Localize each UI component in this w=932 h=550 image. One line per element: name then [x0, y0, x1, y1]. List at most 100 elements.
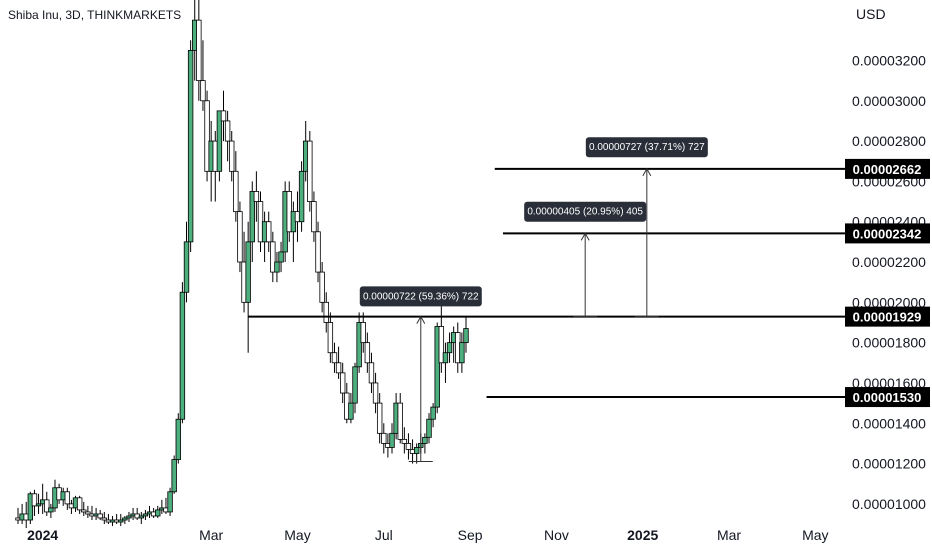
x-tick-label: Mar [199, 527, 223, 543]
measure-note [359, 286, 482, 307]
candle-body [35, 503, 42, 507]
candle-body [253, 191, 260, 202]
candle-body [31, 493, 38, 507]
candle-body [413, 447, 420, 454]
candle-body [101, 517, 108, 521]
candle-body [270, 241, 276, 273]
candle-body [405, 443, 412, 450]
candle-body [229, 140, 235, 172]
candle-body [245, 241, 251, 303]
candle-body [48, 507, 54, 513]
candle-body [430, 406, 436, 420]
measure-note [585, 137, 708, 158]
candle-body [64, 491, 71, 505]
candle-body [397, 402, 403, 440]
candle-body [118, 519, 124, 523]
candle-body [85, 511, 91, 515]
y-tick-label: 0.00001000 [852, 496, 926, 512]
candle-body [446, 342, 453, 354]
candle-body [175, 418, 181, 460]
candle-body [323, 301, 329, 323]
level-badge-label: 0.00002662 [853, 162, 922, 177]
y-tick-label: 0.00003000 [852, 93, 926, 109]
candle-body [44, 499, 50, 513]
measurements: 0.00000722 (59.36%) 722 0.00000405 (20.95… [359, 137, 708, 463]
measure-arrowhead [580, 232, 590, 241]
candle-body [364, 342, 371, 364]
measure-note-label: 0.00000405 (20.95%) 405 [527, 207, 643, 218]
candle-body [196, 19, 202, 82]
candles [15, 0, 469, 529]
candle-body [434, 326, 440, 408]
candle-body [138, 515, 144, 519]
x-tick-label: Nov [544, 527, 569, 543]
candle-body [381, 432, 387, 444]
candle-body [356, 322, 362, 368]
level-badge [845, 158, 930, 179]
candle-body [331, 352, 338, 364]
y-tick-label: 0.00001600 [852, 375, 926, 391]
candle-body [179, 291, 186, 420]
y-tick-label: 0.00002000 [852, 294, 926, 310]
candle-body [352, 366, 358, 404]
candle-body [319, 271, 325, 303]
candle-body [233, 170, 239, 213]
level-badge [845, 306, 930, 327]
candle-body [97, 513, 103, 519]
level-badge [845, 387, 930, 408]
x-axis: 2024 Mar May Jul Sep Nov 2025 Mar May [27, 527, 828, 543]
level-badge-label: 0.00001929 [853, 310, 922, 325]
candle-body [224, 120, 231, 142]
measure-note [524, 201, 647, 222]
candle-body [27, 493, 34, 521]
y-tick-label: 0.00001200 [852, 456, 926, 472]
candle-body [200, 80, 206, 102]
candle-body [237, 211, 243, 263]
candle-body [76, 497, 83, 511]
candle-body [372, 382, 379, 404]
x-tick-label: Mar [717, 527, 741, 543]
candle-body [315, 231, 321, 273]
y-tick-label: 0.00003200 [852, 52, 926, 68]
candle-body [422, 436, 428, 444]
y-tick-label: 0.00002800 [852, 133, 926, 149]
x-tick-label: Jul [375, 527, 393, 543]
measure-arrowhead [642, 167, 652, 177]
candle-body [266, 221, 272, 243]
candle-body [220, 110, 227, 122]
x-tick-label: May [284, 527, 310, 543]
candle-body [187, 49, 194, 243]
candle-body [216, 110, 223, 172]
candle-body [459, 342, 465, 364]
x-tick-label: May [802, 527, 828, 543]
measure-note-label: 0.00000727 (37.71%) 727 [589, 142, 705, 153]
y-axis: 0.000032000.000030000.000028000.00002600… [852, 52, 926, 511]
candle-body [171, 459, 177, 493]
candle-body [155, 509, 161, 517]
x-tick-label: Sep [458, 527, 483, 543]
candle-body [122, 517, 128, 521]
candle-body [126, 515, 132, 519]
candle-body [376, 402, 383, 434]
candle-body [298, 170, 305, 223]
candle-body [307, 140, 313, 202]
candle-body [142, 513, 149, 517]
candle-body [278, 251, 284, 263]
candle-body [311, 201, 317, 233]
measure-note-label: 0.00000722 (59.36%) 722 [363, 291, 479, 302]
candle-body [274, 261, 280, 273]
candle-body [401, 438, 408, 444]
candle-body [348, 402, 354, 420]
level-badge-label: 0.00002342 [853, 226, 922, 241]
x-tick-label: 2025 [627, 527, 658, 543]
chart-title: Shiba Inu, 3D, THINKMARKETS [8, 8, 181, 22]
candle-body [339, 372, 346, 394]
candle-body [360, 322, 366, 344]
y-tick-label: 0.00001800 [852, 335, 926, 351]
level-badge-label: 0.00001530 [853, 390, 922, 405]
y-tick-label: 0.00002200 [852, 254, 926, 270]
candle-body [335, 362, 342, 374]
candle-body [463, 328, 469, 344]
candle-body [389, 432, 395, 448]
